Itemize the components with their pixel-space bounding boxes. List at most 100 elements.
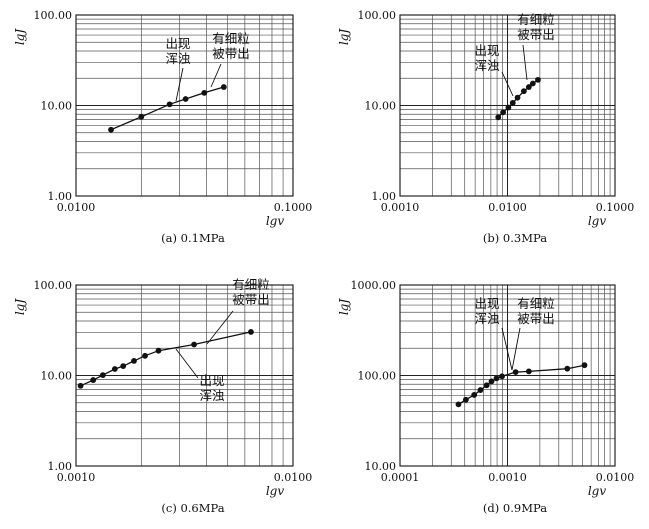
x-tick-label: 0.1000 — [596, 201, 635, 214]
annotation-text: 浑浊 — [474, 311, 500, 326]
annotation-text: 浑浊 — [199, 388, 225, 403]
y-tick-label: 10.00 — [365, 460, 397, 473]
y-tick-label: 10.00 — [41, 370, 73, 383]
x-axis-label: lgv — [266, 214, 285, 228]
data-point — [182, 96, 189, 102]
data-point — [99, 372, 106, 379]
annotation-leader — [501, 327, 513, 371]
annotation-text: 出现 — [474, 296, 499, 311]
annotation-leader — [501, 71, 514, 97]
data-point — [142, 352, 148, 359]
x-tick-label: 0.0010 — [381, 201, 420, 214]
data-point — [155, 347, 162, 354]
panel-caption: (c) 0.6MPa — [161, 501, 224, 515]
x-axis-label: lgv — [588, 484, 607, 498]
data-point — [529, 80, 536, 87]
annotation-leader — [522, 44, 528, 81]
x-tick-label: 0.0100 — [596, 471, 635, 484]
y-tick-label: 100.00 — [34, 279, 73, 292]
annotation-text: 有细粒 — [212, 31, 250, 46]
y-tick-label: 1.00 — [372, 190, 397, 203]
plot-frame — [75, 284, 294, 467]
annotation-text: 有细粒 — [232, 277, 270, 292]
data-point — [488, 378, 495, 385]
data-point — [509, 99, 516, 106]
x-axis-label: lgv — [266, 484, 285, 498]
annotation-leader — [175, 348, 199, 379]
y-tick-label: 1.00 — [48, 460, 73, 473]
data-point — [220, 84, 227, 90]
annotation-leader — [210, 63, 222, 88]
data-point — [471, 392, 478, 398]
data-point — [131, 357, 137, 364]
y-tick-label: 10.00 — [365, 100, 397, 113]
data-point — [564, 365, 571, 372]
annotation-text: 有细粒 — [517, 12, 555, 27]
panel-caption: (a) 0.1MPa — [161, 231, 225, 245]
data-point — [505, 104, 512, 111]
x-tick-label: 0.0100 — [488, 201, 527, 214]
data-point — [477, 387, 484, 393]
y-tick-label: 1.00 — [48, 190, 73, 203]
data-point — [138, 113, 145, 120]
series-line — [458, 364, 585, 405]
series-line — [80, 331, 252, 387]
data-point — [483, 382, 490, 389]
data-point — [495, 114, 502, 121]
y-axis-label: lgJ — [337, 298, 351, 316]
plot-frame — [399, 284, 616, 467]
data-point — [201, 89, 208, 96]
data-point — [455, 401, 462, 408]
y-tick-label: 100.00 — [358, 370, 397, 383]
annotation-text: 被带出 — [212, 46, 250, 61]
data-point — [248, 329, 254, 335]
annotation-text: 浑浊 — [474, 58, 500, 73]
annotation-leader — [511, 327, 521, 371]
data-point — [525, 84, 532, 90]
data-point — [493, 375, 500, 382]
data-point — [120, 363, 127, 370]
x-tick-label: 0.0010 — [57, 471, 96, 484]
plot-frame — [75, 14, 294, 197]
x-tick-label: 0.0100 — [57, 201, 96, 214]
annotation-text: 出现 — [165, 36, 190, 51]
plot-frame — [399, 14, 616, 197]
annotation-text: 被带出 — [232, 292, 270, 307]
data-point — [90, 377, 97, 383]
data-point — [191, 341, 197, 348]
x-tick-label: 0.0001 — [381, 471, 420, 484]
data-point — [499, 373, 505, 380]
data-point — [500, 109, 506, 116]
annotation-text: 出现 — [199, 373, 224, 388]
panel-caption: (b) 0.3MPa — [483, 231, 547, 245]
y-tick-label: 100.00 — [358, 9, 397, 22]
annotation-text: 浑浊 — [165, 51, 191, 66]
annotation-text: 被带出 — [517, 27, 555, 42]
annotation-text: 有细粒 — [517, 296, 555, 311]
annotation-leader — [206, 310, 234, 345]
data-point — [581, 362, 588, 369]
y-axis-label: lgJ — [13, 298, 27, 316]
annotation-text: 被带出 — [517, 311, 555, 326]
y-axis-label: lgJ — [337, 28, 351, 46]
data-point — [525, 368, 532, 375]
x-tick-label: 0.0100 — [274, 471, 313, 484]
data-point — [111, 366, 118, 372]
annotation-leader — [175, 67, 184, 102]
x-axis-label: lgv — [588, 214, 607, 228]
data-point — [166, 101, 173, 108]
data-point — [462, 396, 469, 403]
annotation-text: 出现 — [474, 43, 499, 58]
data-point — [77, 382, 84, 389]
y-tick-label: 10.00 — [41, 100, 73, 113]
data-point — [108, 126, 114, 133]
y-tick-label: 1000.00 — [351, 279, 397, 292]
panel-caption: (d) 0.9MPa — [483, 501, 547, 515]
data-point — [512, 369, 519, 376]
y-axis-label: lgJ — [13, 28, 27, 46]
